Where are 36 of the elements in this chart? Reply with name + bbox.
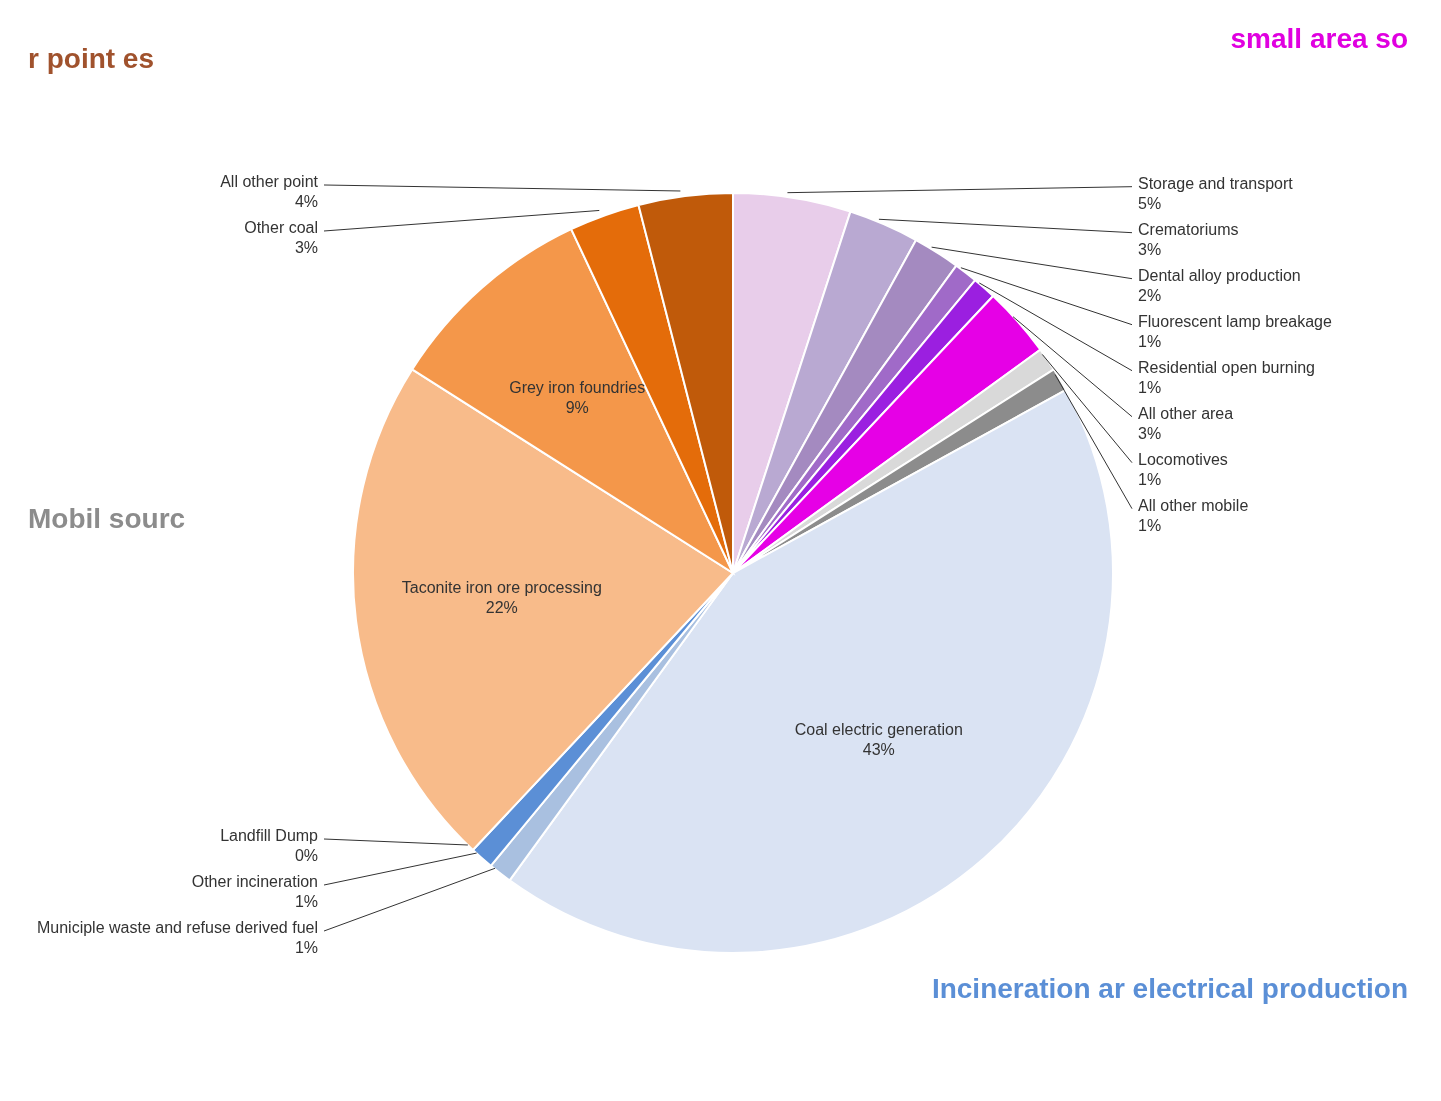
slice-label: Crematoriums (1138, 220, 1239, 238)
slice-label: All other mobile (1138, 496, 1249, 514)
data-label: 1% (1138, 378, 1162, 396)
slice-label: Fluorescent lamp breakage (1138, 312, 1332, 330)
slice-label: Coal electric generation (794, 721, 963, 739)
data-label: 1% (1138, 332, 1162, 350)
data-label: 1% (294, 939, 318, 957)
data-label: 43% (862, 741, 895, 759)
text: Incineration ar electrical production (931, 973, 1408, 1004)
data-label: 22% (485, 598, 518, 616)
category-label: Landfill Dump (220, 827, 318, 845)
text: r point es (28, 43, 155, 74)
slice-label: All other area (1138, 404, 1234, 422)
data-label: 2% (1138, 286, 1162, 304)
text: 0% (294, 847, 318, 865)
data-label: 1% (1138, 470, 1162, 488)
data-label: 5% (1138, 194, 1162, 212)
data-label: 3% (1138, 424, 1162, 442)
data-label: 1% (1138, 516, 1162, 534)
slice-label: Municiple waste and refuse derived fuel (36, 919, 318, 937)
data-label: 9% (565, 398, 589, 416)
text: Mobil sourc (28, 503, 186, 534)
slice-label: Grey iron foundries (509, 378, 646, 396)
data-label: 1% (294, 893, 318, 911)
slice-label: Other incineration (191, 873, 318, 891)
slice-label: Dental alloy production (1138, 266, 1301, 284)
slice-label: All other point (220, 173, 319, 190)
slice-label: Locomotives (1138, 450, 1228, 468)
slice-label: Storage and transport (1138, 174, 1294, 192)
slice-label: Other coal (244, 219, 318, 236)
slice-label: Taconite iron ore processing (401, 578, 602, 596)
data-label: 3% (1138, 240, 1162, 258)
text: small area so (1230, 23, 1408, 54)
slice-label: Residential open burning (1138, 358, 1316, 376)
data-label: 3% (294, 239, 318, 256)
data-label: 4% (294, 193, 318, 210)
